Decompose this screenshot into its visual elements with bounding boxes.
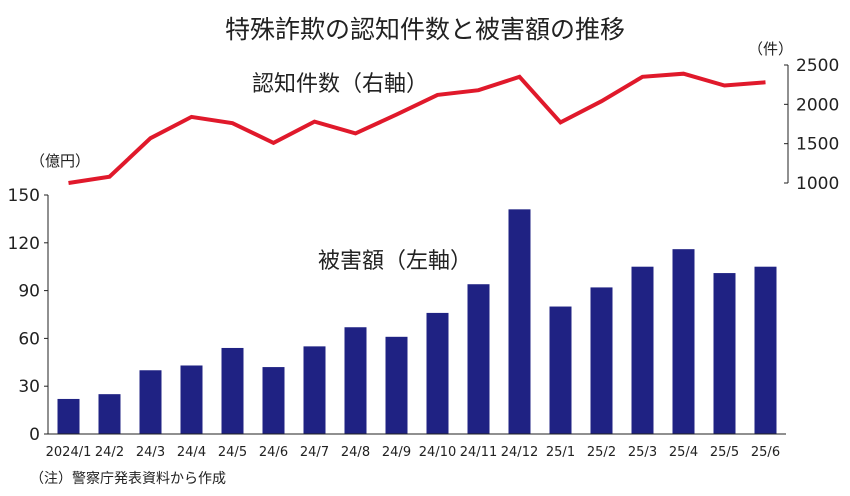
x-tick-label: 24/6 [259, 445, 288, 460]
bar-24/11 [467, 284, 490, 434]
left-tick-label: 60 [18, 329, 40, 349]
bar-series-label: 被害額（左軸） [318, 249, 472, 274]
left-tick-label: 90 [18, 282, 40, 302]
x-tick-label: 24/10 [419, 445, 456, 460]
bar-24/10 [426, 312, 449, 434]
left-tick-label: 30 [18, 377, 40, 397]
bar-25/1 [549, 306, 572, 434]
bar-24/2 [98, 394, 121, 434]
bar-25/4 [672, 249, 695, 434]
x-tick-label: 24/7 [300, 445, 329, 460]
bar-25/6 [754, 266, 777, 434]
left-tick-label: 120 [8, 234, 40, 254]
count-line [68, 71, 766, 185]
left-tick-label: 0 [29, 425, 40, 445]
chart-title: 特殊詐欺の認知件数と被害額の推移 [225, 15, 625, 44]
bar-24/9 [385, 336, 408, 434]
bar-24/8 [344, 327, 367, 434]
bar-24/7 [303, 346, 326, 434]
left-axis-unit: （億円） [30, 152, 90, 170]
x-tick-label: 25/2 [587, 445, 616, 460]
bar-24/12 [508, 209, 531, 434]
x-axis: 2024/1 24/2 24/3 24/4 24/5 24/6 24/7 24/8 24/9 24… [46, 433, 786, 460]
bar-25/3 [631, 266, 654, 434]
bar-24/3 [139, 370, 162, 434]
x-tick-label: 25/4 [669, 445, 698, 460]
source-note: （注）警察庁発表資料から作成 [30, 470, 226, 487]
x-tick-label: 24/12 [501, 445, 538, 460]
x-tick-label: 25/5 [710, 445, 739, 460]
left-axis: 0 30 60 90 120 150 [8, 186, 49, 445]
bar-24/4 [180, 365, 203, 434]
x-tick-label: 24/4 [177, 445, 206, 460]
right-tick-label: 2000 [796, 95, 839, 115]
x-tick-label: 25/1 [546, 445, 575, 460]
right-axis-unit: （件） [748, 40, 793, 58]
left-tick-label: 150 [8, 186, 40, 206]
x-tick-label: 25/3 [628, 445, 657, 460]
x-tick-label: 2024/1 [46, 445, 92, 460]
bar-24/6 [262, 367, 285, 434]
bar-series [57, 209, 777, 434]
x-tick-label: 24/2 [95, 445, 124, 460]
x-tick-label: 24/8 [341, 445, 370, 460]
right-tick-label: 1500 [796, 135, 839, 155]
bar-2024/1 [57, 398, 80, 434]
bar-25/2 [590, 287, 613, 434]
bar-25/5 [713, 273, 736, 434]
right-axis: 1000 1500 2000 2500 [784, 56, 839, 194]
x-tick-label: 24/11 [460, 445, 497, 460]
x-tick-label: 24/3 [136, 445, 165, 460]
line-series-label: 認知件数（右軸） [252, 72, 428, 97]
line-series [68, 71, 766, 185]
right-tick-label: 2500 [796, 56, 839, 76]
x-tick-label: 24/9 [382, 445, 411, 460]
x-tick-label: 24/5 [218, 445, 247, 460]
bar-24/5 [221, 347, 244, 434]
right-tick-label: 1000 [796, 174, 839, 194]
x-tick-label: 25/6 [751, 445, 780, 460]
